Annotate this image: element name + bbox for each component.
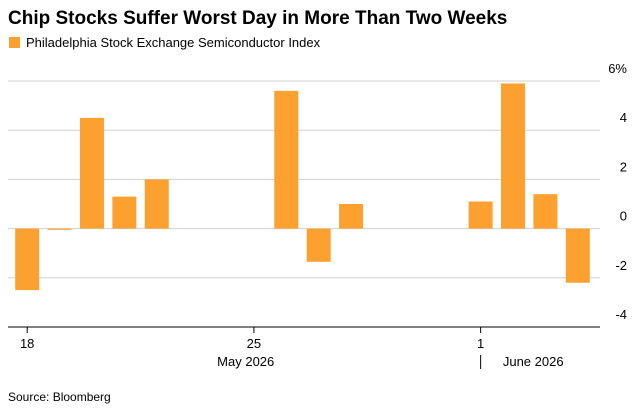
bar (112, 196, 137, 229)
month-label: May 2026 (217, 354, 274, 369)
bar (339, 204, 364, 229)
y-tick-label: 4 (620, 110, 627, 125)
bar (501, 83, 526, 229)
x-tick-label: 25 (247, 336, 261, 351)
bar (565, 228, 590, 283)
y-tick-label: 6% (608, 61, 627, 76)
chart-title: Chip Stocks Suffer Worst Day in More Tha… (8, 8, 507, 29)
y-tick-label: -2 (615, 258, 627, 273)
bar (15, 228, 40, 291)
bar (79, 117, 104, 229)
bar (306, 228, 331, 262)
x-tick-label: 1 (477, 336, 484, 351)
bar (468, 201, 493, 229)
bar (533, 194, 558, 229)
month-label: June 2026 (503, 354, 564, 369)
bar (47, 228, 72, 230)
bar (274, 90, 299, 229)
y-tick-label: 0 (620, 209, 627, 224)
y-tick-label: -4 (615, 307, 627, 322)
source: Source: Bloomberg (8, 390, 111, 404)
legend-label: Philadelphia Stock Exchange Semiconducto… (26, 35, 321, 50)
y-tick-label: 2 (620, 159, 627, 174)
bar (144, 179, 169, 229)
x-tick-label: 18 (20, 336, 34, 351)
legend-swatch (9, 37, 20, 48)
